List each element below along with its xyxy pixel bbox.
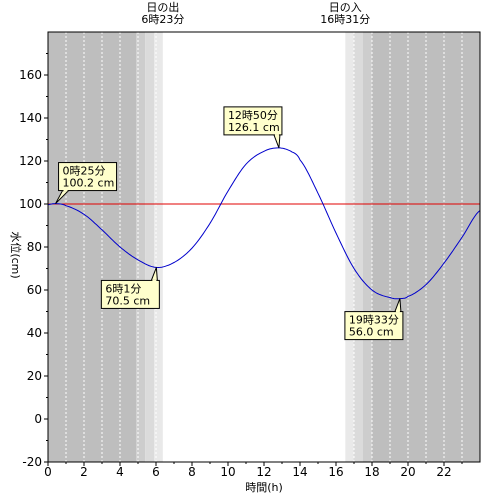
sunrise-label: 日の出 (146, 0, 179, 14)
annotation-box (344, 311, 404, 341)
x-tick-label-16: 16 (328, 465, 343, 479)
x-tick-label-10: 10 (220, 465, 235, 479)
daylight-band-1 (136, 32, 146, 462)
x-tick-label-20: 20 (400, 465, 415, 479)
annotation-time: 6時1分 (105, 282, 141, 295)
daylight-band-2 (145, 32, 155, 462)
axis-ticks: 0 2 4 6 8 10 12 14 16 18 20 22-20020406080100120140… (19, 53, 463, 479)
daylight-band-7 (363, 32, 372, 462)
annotation-time: 12時50分 (228, 109, 278, 122)
y-tick-label-120: 120 (19, 154, 42, 168)
x-tick-label-0: 0 (44, 465, 52, 479)
annotation-level: 56.0 cm (349, 326, 394, 339)
x-tick-label-22: 22 (436, 465, 451, 479)
annotation-box (100, 279, 160, 309)
daylight-band-0 (48, 32, 137, 462)
annotation-level: 100.2 cm (63, 177, 115, 190)
daylight-band-8 (372, 32, 480, 462)
y-tick-label-100: 100 (19, 197, 42, 211)
y-tick-label-80: 80 (27, 240, 42, 254)
x-axis-title: 時間(h) (245, 481, 283, 494)
y-tick-label-160: 160 (19, 68, 42, 82)
y-tick-label-0: 0 (34, 412, 42, 426)
annotation-time: 19時33分 (349, 314, 399, 327)
x-tick-label-18: 18 (364, 465, 379, 479)
annotation-box (223, 106, 283, 136)
tide-level-line (48, 147, 481, 300)
sunset-label: 日の入 (329, 1, 362, 14)
y-tick-label-40: 40 (27, 326, 42, 340)
y-axis-title: 水位(cm) (9, 231, 23, 278)
sunrise-time: 6時23分 (141, 13, 184, 26)
x-tick-label-14: 14 (292, 465, 307, 479)
annotation-box (58, 162, 118, 192)
x-tick-label-4: 4 (116, 465, 124, 479)
sunset-time: 16時31分 (320, 13, 370, 26)
annotation-level: 70.5 cm (105, 294, 150, 307)
y-tick-label-60: 60 (27, 283, 42, 297)
y-tick-label-20: 20 (27, 369, 42, 383)
sun-labels: 日の出 6時23分 日の入 16時31分 (141, 0, 370, 26)
daylight-band-5 (345, 32, 354, 462)
x-tick-label-12: 12 (256, 465, 271, 479)
x-tick-label-2: 2 (80, 465, 88, 479)
annotation-time: 0時25分 (63, 165, 106, 178)
annotation-level: 126.1 cm (228, 121, 280, 134)
y-tick-label--20: -20 (22, 455, 42, 469)
daylight-band-6 (353, 32, 363, 462)
x-tick-label-8: 8 (188, 465, 196, 479)
x-tick-label-6: 6 (152, 465, 160, 479)
daylight-band-3 (154, 32, 163, 462)
y-tick-label-140: 140 (19, 111, 42, 125)
